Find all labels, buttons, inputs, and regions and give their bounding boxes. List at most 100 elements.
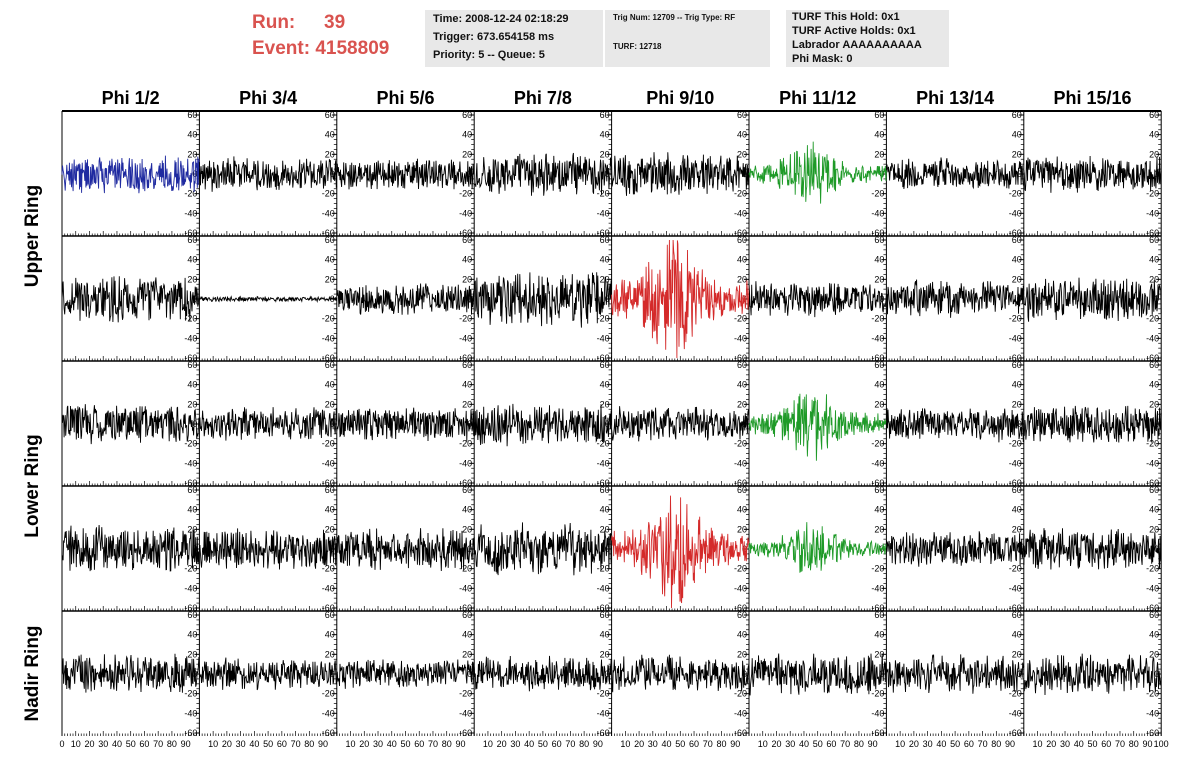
y-tick-label: -40: [597, 458, 610, 468]
y-tick-label: -60: [1009, 228, 1022, 238]
x-tick-label: 60: [964, 739, 974, 749]
y-tick-label: -20: [1009, 439, 1022, 449]
waveform-r2-c2: [198, 295, 338, 303]
x-tick-label: 90: [1142, 739, 1152, 749]
y-tick-label: 40: [600, 630, 610, 640]
y-tick-label: 40: [1012, 630, 1022, 640]
trig-num-text: Trig Num: 12709 -- Trig Type: RF: [613, 13, 736, 22]
y-tick-label: -20: [459, 189, 472, 199]
y-tick-label: 60: [325, 360, 335, 370]
waveform-r5-c8: [1023, 653, 1162, 696]
x-tick-label: 30: [1060, 739, 1070, 749]
y-tick-label: -40: [184, 583, 197, 593]
y-tick-label: -60: [1146, 228, 1159, 238]
x-tick-label: 20: [1046, 739, 1056, 749]
y-tick-label: 40: [874, 630, 884, 640]
y-tick-label: 40: [600, 130, 610, 140]
y-tick-label: -40: [459, 333, 472, 343]
y-tick-label: 20: [1149, 524, 1159, 534]
y-tick-label: -40: [1146, 458, 1159, 468]
y-tick-label: -60: [1009, 353, 1022, 363]
waveform-r2-c8: [1023, 277, 1162, 322]
y-tick-label: 40: [874, 255, 884, 265]
x-tick-label: 10: [208, 739, 218, 749]
waveform-r5-c5: [611, 654, 750, 693]
y-tick-label: 20: [1012, 649, 1022, 659]
y-tick-label: 60: [737, 110, 747, 120]
x-tick-label: 40: [112, 739, 122, 749]
y-tick-label: -20: [1009, 314, 1022, 324]
x-tick-label: 80: [717, 739, 727, 749]
y-tick-label: -60: [871, 728, 884, 738]
y-tick-label: 60: [325, 110, 335, 120]
y-tick-label: -40: [322, 208, 335, 218]
column-title-7: Phi 13/14: [916, 88, 994, 108]
waveform-r1-c3: [336, 158, 475, 190]
y-tick-label: -20: [322, 189, 335, 199]
y-tick-label: 20: [737, 649, 747, 659]
y-tick-label: 20: [325, 649, 335, 659]
waveform-r4-c2: [198, 528, 338, 570]
y-tick-label: -20: [184, 189, 197, 199]
y-tick-label: 40: [874, 505, 884, 515]
y-tick-label: -20: [734, 564, 747, 574]
x-tick-label: 40: [936, 739, 946, 749]
y-tick-label: 20: [462, 524, 472, 534]
y-tick-label: 60: [187, 610, 197, 620]
y-tick-label: 40: [600, 255, 610, 265]
x-tick-label: 30: [98, 739, 108, 749]
x-tick-label: 80: [304, 739, 314, 749]
waveform-r5-c2: [198, 657, 338, 691]
y-tick-label: -60: [1009, 478, 1022, 488]
y-tick-label: -40: [597, 708, 610, 718]
x-tick-label: 20: [909, 739, 919, 749]
y-tick-label: 60: [1149, 110, 1159, 120]
ring-label-1: Upper Ring: [22, 185, 43, 287]
y-tick-label: 60: [874, 235, 884, 245]
x-tick-label: 60: [689, 739, 699, 749]
y-tick-label: -60: [459, 603, 472, 613]
x-tick-label: 70: [840, 739, 850, 749]
waveform-r4-c3: [336, 528, 475, 572]
x-tick-label: 90: [593, 739, 603, 749]
y-tick-label: -20: [1146, 314, 1159, 324]
y-tick-label: 0: [192, 544, 197, 554]
y-tick-label: -60: [734, 228, 747, 238]
waveform-r5-c3: [336, 659, 475, 689]
x-tick-label: 50: [675, 739, 685, 749]
y-tick-label: -20: [1146, 564, 1159, 574]
y-tick-label: -20: [459, 689, 472, 699]
x-tick-label: 80: [442, 739, 452, 749]
y-tick-label: 40: [325, 130, 335, 140]
waveform-r5-c1: [61, 653, 200, 693]
y-tick-label: 40: [325, 505, 335, 515]
waveform-r3-c2: [198, 407, 338, 441]
waveform-r1-c8: [1023, 155, 1162, 193]
waveform-r1-c6: [748, 141, 887, 204]
y-tick-label: -20: [184, 564, 197, 574]
x-tick-label: 30: [785, 739, 795, 749]
y-tick-label: 60: [462, 360, 472, 370]
y-tick-label: 60: [1012, 235, 1022, 245]
column-title-6: Phi 11/12: [779, 88, 856, 108]
y-tick-label: 60: [462, 485, 472, 495]
turf-this-hold-text: TURF This Hold: 0x1: [792, 11, 900, 23]
y-tick-label: 20: [462, 149, 472, 159]
y-tick-label: -20: [322, 314, 335, 324]
y-tick-label: 0: [879, 294, 884, 304]
y-tick-label: -20: [871, 439, 884, 449]
x-tick-label: 60: [139, 739, 149, 749]
y-tick-label: 60: [1149, 235, 1159, 245]
waveform-r1-c1: [61, 155, 200, 194]
y-tick-label: -20: [871, 189, 884, 199]
x-tick-label: 90: [455, 739, 465, 749]
y-tick-label: -20: [184, 314, 197, 324]
waveform-r4-c6: [748, 522, 887, 573]
y-tick-label: 60: [325, 235, 335, 245]
y-tick-label: 60: [600, 610, 610, 620]
y-tick-label: 20: [462, 399, 472, 409]
y-tick-label: 20: [1012, 274, 1022, 284]
y-tick-label: -20: [597, 564, 610, 574]
y-tick-label: 20: [1149, 399, 1159, 409]
